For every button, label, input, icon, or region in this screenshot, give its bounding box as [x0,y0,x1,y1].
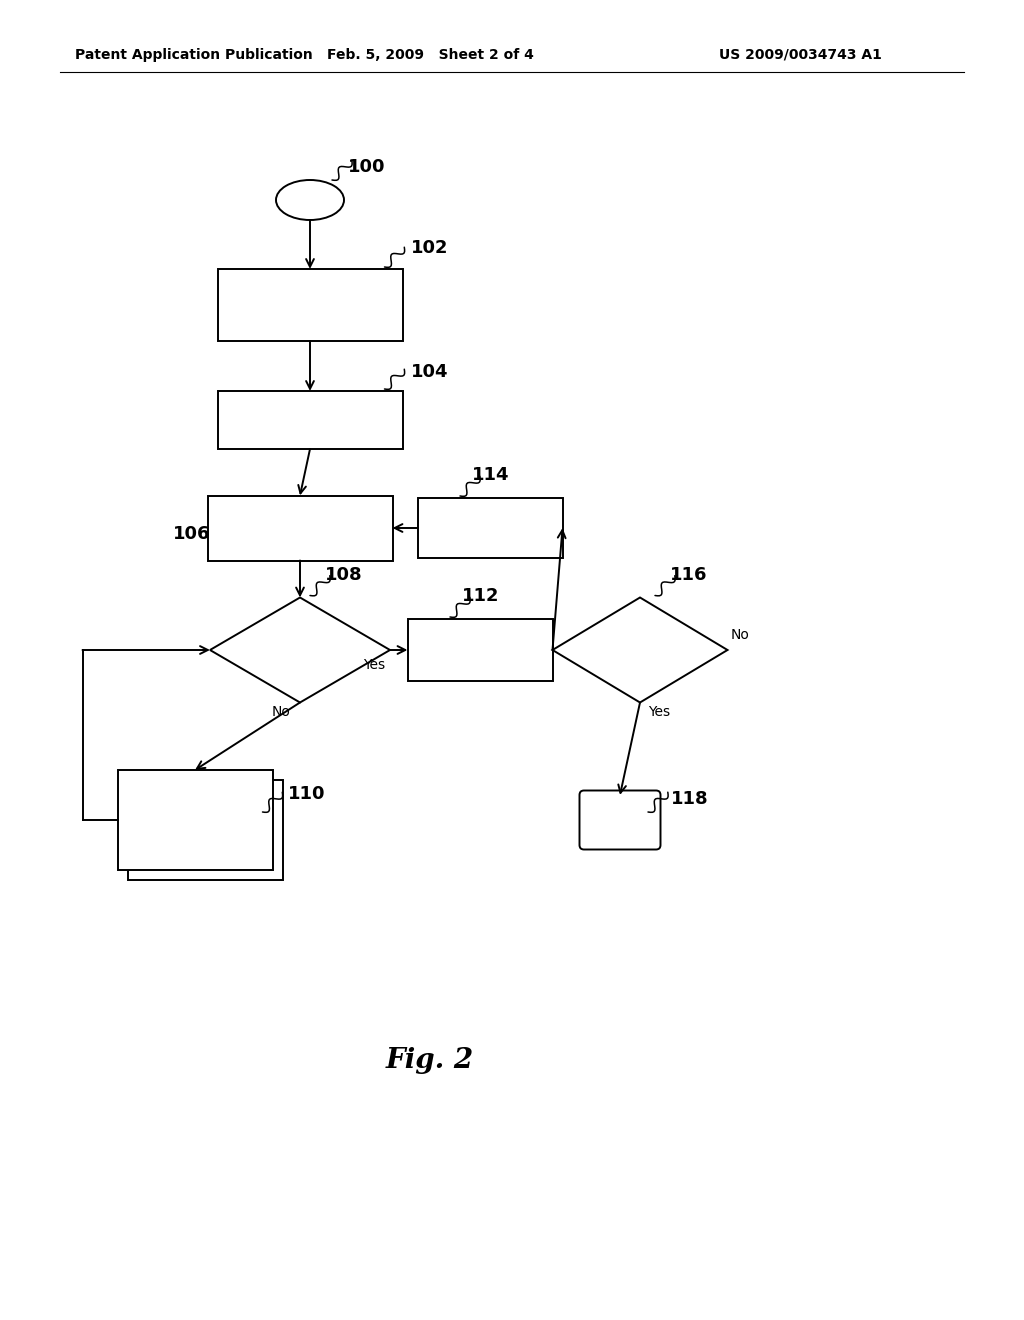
Bar [418,498,562,558]
Bar [217,269,402,341]
Text: No: No [730,628,750,642]
Bar [208,495,392,561]
Text: Patent Application Publication: Patent Application Publication [75,48,312,62]
Text: 112: 112 [462,587,500,605]
Bar [408,619,553,681]
Text: Yes: Yes [648,705,670,719]
Text: 102: 102 [411,239,449,257]
Text: Yes: Yes [362,657,385,672]
Text: 114: 114 [472,466,510,484]
Text: No: No [272,705,291,719]
Bar [118,770,272,870]
Bar [217,391,402,449]
Text: 100: 100 [348,158,385,176]
Text: US 2009/0034743 A1: US 2009/0034743 A1 [719,48,882,62]
Text: 104: 104 [411,363,449,381]
Text: 106: 106 [172,525,210,543]
Ellipse shape [276,180,344,220]
Polygon shape [553,598,727,702]
Text: 118: 118 [671,789,709,808]
Text: Feb. 5, 2009   Sheet 2 of 4: Feb. 5, 2009 Sheet 2 of 4 [327,48,534,62]
FancyBboxPatch shape [580,791,660,850]
Text: 108: 108 [325,565,362,583]
Bar [128,780,283,880]
Text: 116: 116 [670,565,708,583]
Polygon shape [210,598,390,702]
Text: Fig. 2: Fig. 2 [386,1047,474,1073]
Text: 110: 110 [288,785,325,803]
